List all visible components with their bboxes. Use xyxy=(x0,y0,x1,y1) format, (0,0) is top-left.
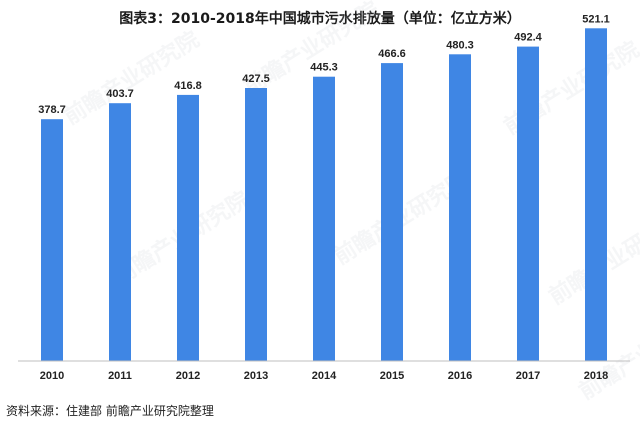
value-labels-group: 378.7 403.7 416.8 427.5 445.3 466.6 480.3 492.4… xyxy=(38,13,610,116)
value-label-2012: 416.8 xyxy=(174,80,202,92)
x-tick-label-2013: 2013 xyxy=(244,370,268,382)
value-label-2013: 427.5 xyxy=(242,73,270,85)
x-tick-label-2016: 2016 xyxy=(448,370,472,382)
x-tick-label-2015: 2015 xyxy=(380,370,404,382)
bars-group xyxy=(41,28,607,362)
value-label-2017: 492.4 xyxy=(514,32,542,44)
bar-2016 xyxy=(449,54,471,362)
watermark-text: 前瞻产业研究院 xyxy=(574,301,640,405)
value-label-2018: 521.1 xyxy=(582,13,610,25)
x-tick-label-2011: 2011 xyxy=(108,370,132,382)
bar-2014 xyxy=(313,76,335,361)
value-label-2010: 378.7 xyxy=(38,104,66,116)
watermark-layer: 前瞻产业研究院前瞻产业研究院前瞻产业研究院前瞻产业研究院前瞻产业研究院前瞻产业研… xyxy=(59,0,640,405)
bar-2018 xyxy=(585,28,607,362)
x-tick-labels-group: 2010 2011 2012 2013 2014 2015 2016 2017 2018 xyxy=(40,370,608,382)
x-tick-label-2018: 2018 xyxy=(584,370,608,382)
value-label-2014: 445.3 xyxy=(310,62,338,74)
x-tick-label-2014: 2014 xyxy=(312,370,337,382)
x-tick-label-2010: 2010 xyxy=(40,370,64,382)
bar-2017 xyxy=(517,46,539,361)
bar-2013 xyxy=(245,88,267,361)
value-label-2015: 466.6 xyxy=(378,48,406,60)
bar-2010 xyxy=(41,119,63,361)
watermark-text: 前瞻产业研究院 xyxy=(239,0,383,100)
source-note: 资料来源：住建部 前瞻产业研究院整理 xyxy=(6,404,214,418)
bar-2012 xyxy=(177,94,199,362)
bar-2015 xyxy=(381,63,403,361)
chart-title: 图表3：2010-2018年中国城市污水排放量（单位：亿立方米） xyxy=(119,11,521,27)
x-tick-label-2012: 2012 xyxy=(176,370,200,382)
x-tick-label-2017: 2017 xyxy=(516,370,540,382)
value-label-2016: 480.3 xyxy=(446,39,474,51)
bar-2011 xyxy=(109,103,131,361)
value-label-2011: 403.7 xyxy=(106,88,134,100)
